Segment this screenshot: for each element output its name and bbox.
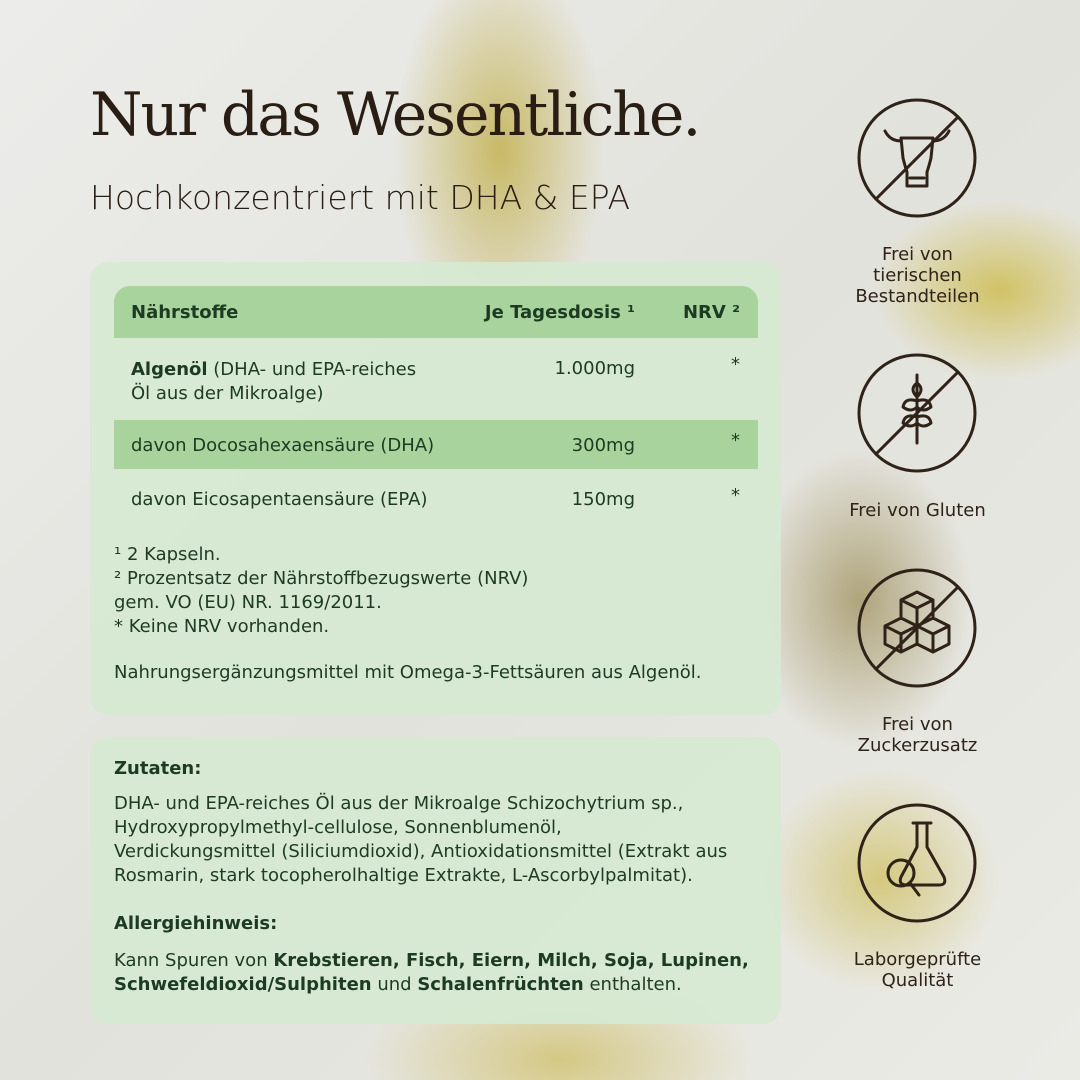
label-line: Zuckerzusatz: [857, 735, 978, 756]
cell: davon Eicosapentaensäure (EPA): [131, 489, 428, 510]
ingredients-line: Verdickungsmittel (Siliciumdioxid), Anti…: [114, 841, 728, 862]
allergy-text: Kann Spuren von Krebstieren, Fisch, Eier…: [114, 949, 749, 997]
cell: 300mg: [571, 435, 635, 456]
ingredients-line: Rosmarin, stark tocopherolhaltige Extrak…: [114, 865, 693, 886]
cell: *: [731, 354, 740, 375]
label-line: Laborgeprüfte: [853, 949, 982, 970]
text: Kann Spuren von: [114, 950, 268, 971]
header-cell: NRV ²: [682, 302, 740, 323]
ingredients-card: [90, 737, 781, 1024]
ingredients-line: Hydroxypropylmethyl-cellulose, Sonnenblu…: [114, 817, 562, 838]
icon-lab: [857, 803, 977, 923]
badge-label: Laborgeprüfte Qualität: [820, 949, 1015, 991]
badge-label: Frei von tierischen Bestandteilen: [820, 244, 1015, 307]
footnote: gem. VO (EU) NR. 1169/2011.: [114, 592, 382, 613]
icon-no-animal: [857, 98, 977, 218]
label-line: Bestandteilen: [855, 286, 980, 307]
label-line: Frei von Gluten: [849, 500, 986, 521]
footnote: ¹ 2 Kapseln.: [114, 544, 221, 565]
note: Nahrungsergänzungsmittel mit Omega-3-Fet…: [114, 662, 702, 683]
cell: *: [731, 430, 740, 451]
label-line: tierischen: [873, 265, 962, 286]
label-line: Qualität: [881, 970, 954, 991]
table-header: Nährstoffe Je Tagesdosis ¹ NRV ²: [114, 286, 758, 338]
header-cell: Nährstoffe: [131, 302, 239, 323]
footnote: * Keine NRV vorhanden.: [114, 616, 330, 637]
footnotes: ¹ 2 Kapseln. ² Prozentsatz der Nährstoff…: [114, 543, 528, 639]
header-cell: Je Tagesdosis ¹: [484, 302, 635, 323]
bold-text: Schalenfrüchten: [417, 974, 584, 995]
cell-text: (DHA- und EPA-reiches: [213, 359, 417, 380]
ingredients-text: DHA- und EPA-reiches Öl aus der Mikroalg…: [114, 792, 727, 888]
label-line: Frei von: [882, 244, 953, 265]
table-row: davon Docosahexaensäure (DHA) 300mg *: [114, 420, 758, 469]
footnote: ² Prozentsatz der Nährstoffbezugswerte (…: [114, 568, 529, 589]
cell-text: Öl aus der Mikroalge): [131, 383, 324, 404]
cell: 1.000mg: [554, 358, 636, 379]
ingredients-title: Zutaten:: [114, 758, 202, 779]
label-line: Frei von: [882, 714, 953, 735]
allergy-title: Allergiehinweis:: [114, 913, 278, 934]
table-row: davon Eicosapentaensäure (EPA) 150mg *: [114, 469, 758, 529]
cell: *: [731, 485, 740, 506]
badge-label: Frei von Zuckerzusatz: [820, 714, 1015, 756]
title: Nur das Wesentliche.: [90, 80, 701, 150]
bold-text: Schwefeldioxid/Sulphiten: [114, 974, 372, 995]
icon-no-sugar: [857, 568, 977, 688]
badge-label: Frei von Gluten: [820, 500, 1015, 521]
ingredients-line: DHA- und EPA-reiches Öl aus der Mikroalg…: [114, 793, 684, 814]
cell-bold: Algenöl: [131, 359, 208, 380]
cell: Algenöl (DHA- und EPA-reiches Öl aus der …: [131, 358, 416, 406]
table-row: Algenöl (DHA- und EPA-reiches Öl aus der …: [114, 338, 758, 420]
cell: 150mg: [571, 489, 635, 510]
text: enthalten.: [589, 974, 682, 995]
icon-no-gluten: [857, 353, 977, 473]
text: und: [377, 974, 412, 995]
cell: davon Docosahexaensäure (DHA): [131, 435, 435, 456]
bold-text: Krebstieren, Fisch, Eiern, Milch, Soja, …: [273, 950, 749, 971]
subtitle: Hochkonzentriert mit DHA & EPA: [90, 178, 631, 217]
